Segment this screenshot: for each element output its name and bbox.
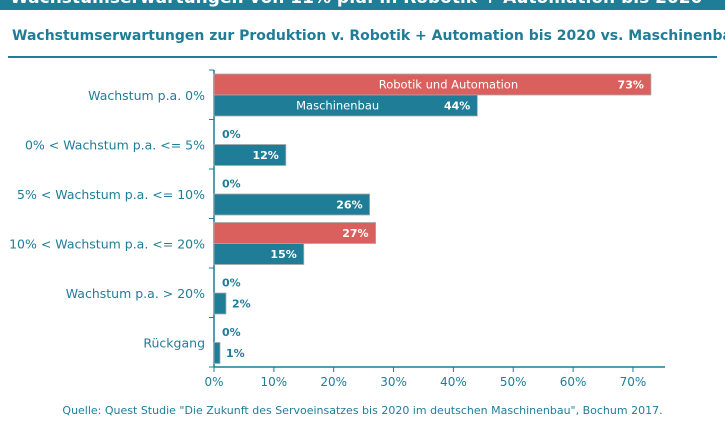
data-label: 27% — [342, 227, 368, 240]
category-label: 0% < Wachstum p.a. <= 5% — [25, 137, 205, 152]
x-tick-label: 40% — [440, 375, 467, 389]
category-label: Wachstum p.a. > 20% — [66, 286, 205, 301]
data-label: 73% — [618, 79, 644, 92]
category-label: 10% < Wachstum p.a. <= 20% — [9, 236, 205, 251]
x-tick-label: 0% — [204, 375, 223, 389]
source-note: Quelle: Quest Studie "Die Zukunft des Se… — [62, 404, 663, 417]
chart-subtitle: Wachstumserwartungen zur Produktion v. R… — [12, 28, 725, 44]
bar-maschinenbau — [213, 342, 221, 364]
x-tick-label: 50% — [500, 375, 527, 389]
series-name-label: Maschinenbau — [296, 99, 379, 113]
data-label: 1% — [226, 347, 245, 360]
category-label: Rückgang — [143, 335, 205, 350]
data-label: 26% — [336, 199, 362, 212]
bar-maschinenbau — [213, 94, 478, 117]
data-label: 2% — [232, 298, 251, 311]
data-label: 0% — [222, 277, 241, 290]
bar-maschinenbau — [213, 243, 305, 265]
x-tick-label: 30% — [380, 375, 407, 389]
data-label: 0% — [222, 178, 241, 191]
data-label: 12% — [252, 149, 278, 162]
data-label: 44% — [444, 100, 470, 113]
data-label: 15% — [270, 248, 296, 261]
x-tick-label: 20% — [320, 375, 347, 389]
x-tick-label: 70% — [620, 375, 647, 389]
bar-maschinenbau — [213, 193, 371, 216]
divider — [8, 56, 717, 58]
data-label: 0% — [222, 128, 241, 141]
series-name-label: Robotik und Automation — [379, 78, 518, 92]
banner-title: Wachstumserwartungen von 11% p.a. in Rob… — [10, 0, 702, 8]
data-label: 0% — [222, 326, 241, 339]
x-tick-label: 10% — [261, 375, 288, 389]
bar-maschinenbau — [213, 144, 287, 166]
category-label: 5% < Wachstum p.a. <= 10% — [17, 187, 205, 202]
banner: Wachstumserwartungen von 11% p.a. in Rob… — [0, 0, 725, 10]
category-label: Wachstum p.a. 0% — [88, 88, 205, 103]
x-tick-label: 60% — [560, 375, 587, 389]
bar-maschinenbau — [213, 292, 227, 315]
